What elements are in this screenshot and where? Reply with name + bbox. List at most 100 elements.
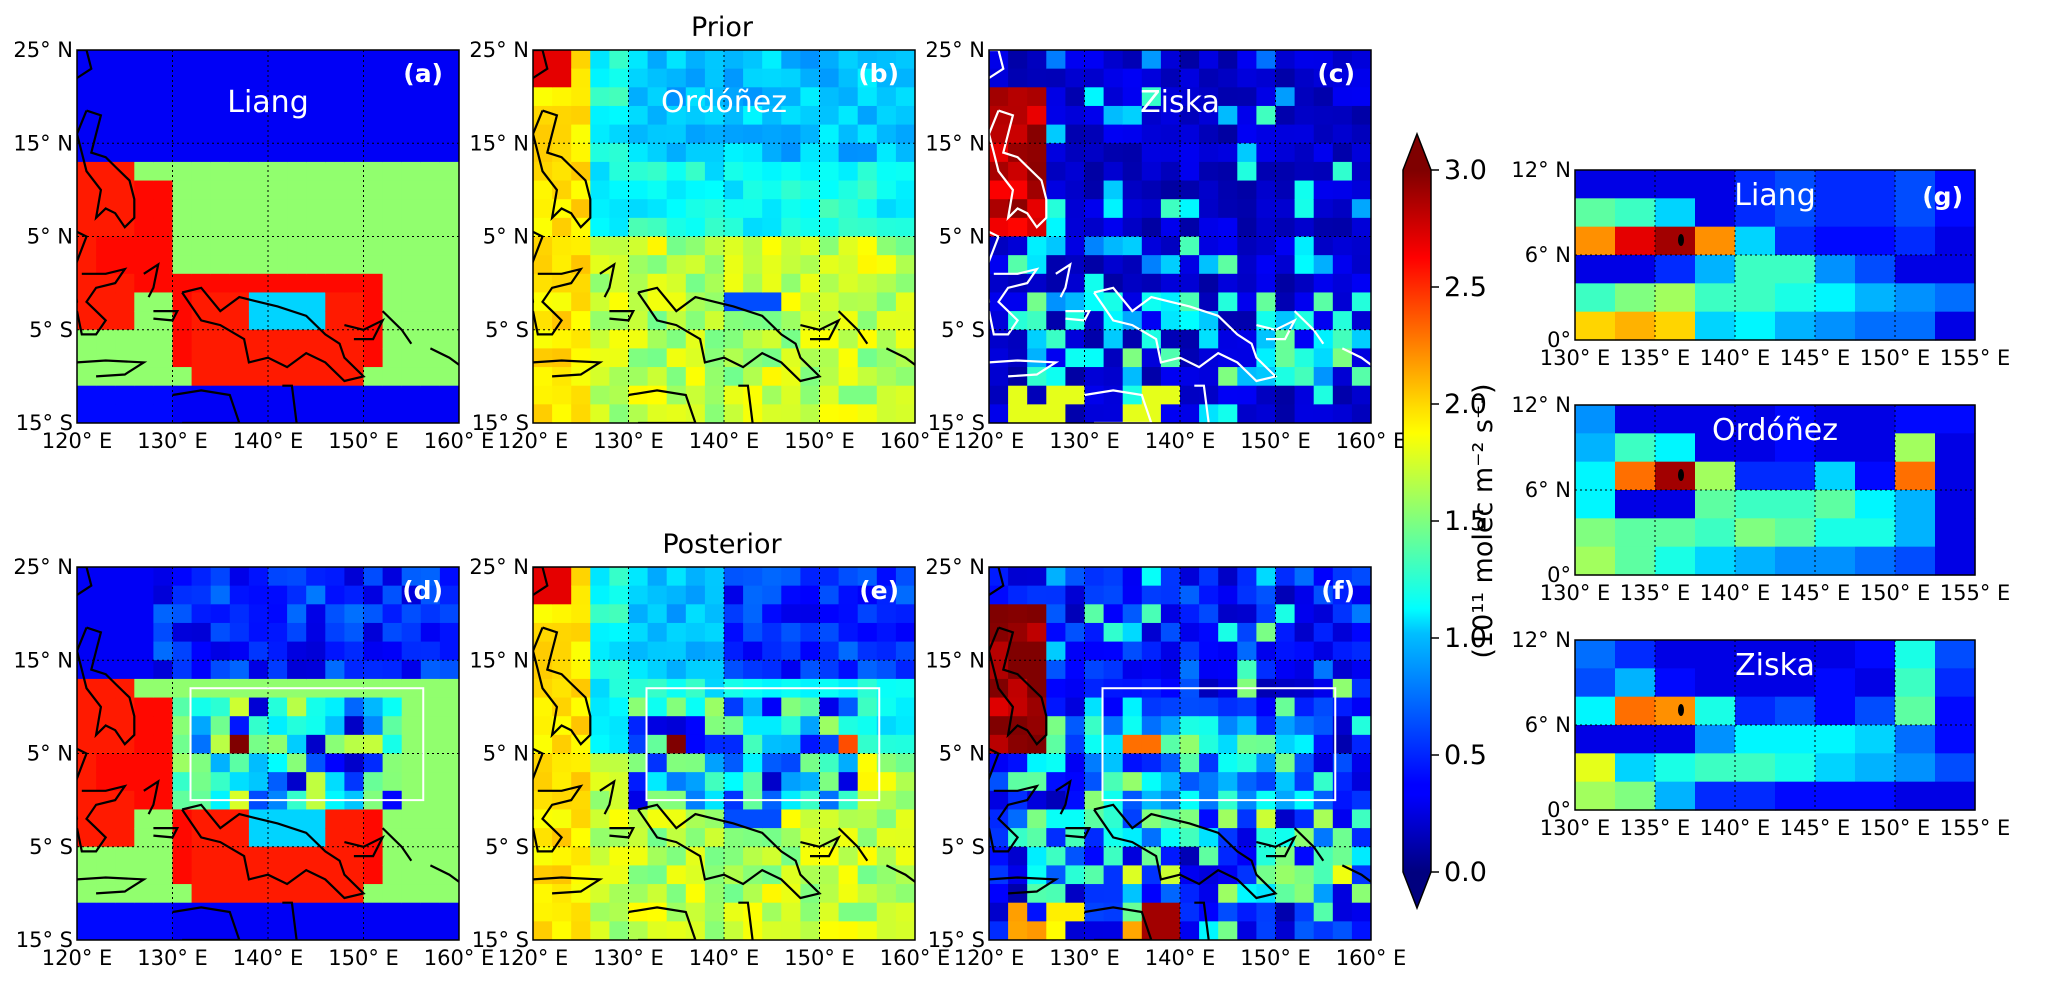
heat-cell — [628, 217, 649, 238]
heat-cell — [590, 567, 610, 587]
heat-cell — [1256, 217, 1277, 238]
heat-cell — [1180, 385, 1200, 405]
heat-cell — [1294, 292, 1315, 312]
heat-cell — [685, 753, 706, 773]
heat-cell — [229, 161, 250, 182]
heat-cell — [1855, 255, 1896, 284]
lat-tick-label: 15° N — [469, 648, 529, 672]
heat-cell — [704, 50, 725, 70]
heat-cell — [857, 865, 878, 885]
heat-cell — [590, 753, 610, 773]
heat-cell — [666, 865, 687, 885]
heat-cell — [609, 660, 630, 680]
heat-cell — [77, 273, 97, 294]
heat-cell — [96, 404, 116, 423]
heat-cell — [895, 790, 915, 811]
heat-cell — [762, 604, 782, 624]
heat-cell — [134, 921, 154, 940]
heat-cell — [1199, 902, 1219, 922]
heat-cell — [382, 753, 403, 773]
heat-cell — [647, 348, 668, 368]
heat-cell — [666, 199, 687, 219]
heat-cell — [533, 846, 553, 866]
heat-cell — [77, 348, 97, 368]
coastline — [738, 901, 754, 940]
heat-cell — [1180, 143, 1200, 163]
heat-cell — [344, 199, 365, 219]
heat-cell — [134, 716, 154, 736]
heat-cell — [590, 678, 610, 699]
heat-cell — [1218, 217, 1238, 238]
heat-cell — [762, 329, 782, 349]
heat-cell — [819, 734, 840, 755]
heat-cell — [724, 865, 744, 885]
heat-cell — [762, 199, 782, 219]
lon-tick-label: 120° E — [498, 946, 569, 970]
lat-tick-label: 15° S — [16, 928, 73, 952]
coastline — [800, 317, 842, 341]
heat-cell — [363, 585, 384, 605]
heat-cell — [325, 697, 345, 717]
heat-cell — [1180, 105, 1200, 126]
coastline — [609, 827, 636, 839]
heat-cell — [838, 567, 859, 587]
heat-cell — [248, 124, 269, 144]
heat-cell — [838, 884, 859, 904]
heat-cell — [1103, 884, 1124, 904]
heat-cell — [134, 585, 154, 605]
coastline — [143, 779, 160, 815]
coastline — [77, 784, 128, 853]
heat-cell — [647, 124, 668, 144]
heat-cell — [1008, 68, 1028, 88]
heat-cell — [382, 734, 403, 755]
heat-cell — [1084, 902, 1105, 922]
heat-cell — [248, 604, 269, 624]
heat-cell — [401, 622, 422, 643]
heat-cell — [210, 236, 231, 256]
heat-cell — [1160, 311, 1181, 331]
heat-cell — [800, 641, 821, 661]
lat-tick-label: 15° N — [13, 648, 73, 672]
heat-cell — [590, 180, 610, 200]
heat-cell — [1332, 311, 1353, 331]
heat-cell — [1237, 199, 1257, 219]
heat-cell — [1294, 846, 1315, 866]
heat-cell — [248, 404, 269, 423]
heat-cell — [857, 292, 878, 312]
heat-cell — [1103, 329, 1124, 349]
heat-cell — [287, 87, 307, 107]
heat-cell — [191, 50, 212, 70]
heat-cell — [1027, 753, 1047, 773]
heat-cell — [819, 348, 840, 368]
heat-cell — [666, 753, 687, 773]
heat-cell — [1084, 385, 1105, 405]
heat-cell — [1615, 518, 1656, 548]
heat-cell — [724, 199, 744, 219]
colorbar-gradient — [1403, 170, 1431, 872]
heat-cell — [77, 87, 97, 107]
heat-cell — [439, 790, 459, 811]
heat-cell — [1046, 385, 1066, 405]
heat-cell — [248, 865, 269, 885]
heat-cell — [895, 622, 915, 643]
heat-cell — [325, 809, 345, 829]
heat-cell — [552, 68, 572, 88]
heat-cell — [134, 567, 154, 587]
heat-cell — [895, 604, 915, 624]
heat-cell — [819, 604, 840, 624]
heat-cell — [724, 809, 744, 829]
heat-cell — [1103, 734, 1124, 755]
heat-cell — [1256, 921, 1277, 940]
heat-cell — [172, 753, 193, 773]
heat-cell — [989, 734, 1009, 755]
heat-cell — [533, 385, 553, 405]
heat-cell — [420, 734, 441, 755]
heat-cell — [1199, 641, 1219, 661]
heat-cell — [1815, 433, 1856, 463]
heat-cell — [1351, 367, 1371, 387]
heat-cell — [857, 846, 878, 866]
heat-cell — [1046, 292, 1066, 312]
heat-cell — [268, 622, 288, 643]
heat-cell — [1615, 696, 1656, 726]
coastline — [885, 347, 915, 367]
